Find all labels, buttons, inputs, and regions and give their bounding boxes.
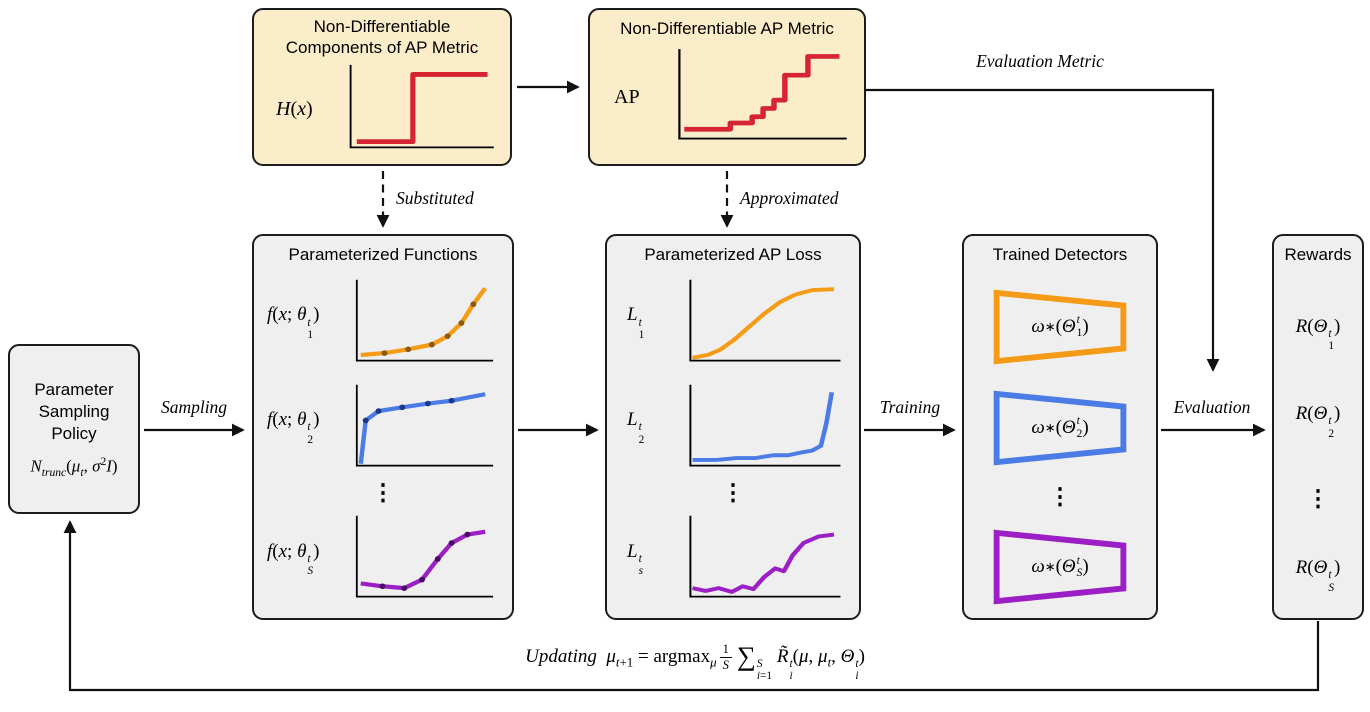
- reward-label-s: R(Θ t S): [1295, 557, 1341, 594]
- parameter-sampling-policy-box: Parameter Sampling Policy Ntrunc(μt, σ2I…: [8, 344, 140, 514]
- loss-plot-1: [689, 279, 841, 362]
- loss-plot-2: [689, 384, 841, 466]
- vertical-ellipsis: ⋮: [371, 480, 395, 506]
- box-title: Rewards: [1284, 245, 1352, 264]
- function-plot-2: [355, 384, 494, 466]
- parameterized-functions-box: Parameterized Functions f(x; θ t 1) f(x; θ…: [252, 234, 514, 620]
- vertical-ellipsis: ⋮: [1306, 485, 1330, 511]
- policy-title-line: Sampling: [38, 401, 110, 421]
- evaluation-metric-label: Evaluation Metric: [976, 51, 1104, 71]
- substituted-label: Substituted: [396, 188, 474, 208]
- box-title: Non-Differentiable AP Metric: [620, 19, 834, 38]
- h-of-x-label: H(x): [276, 97, 313, 120]
- box-title: Parameterized Functions: [288, 245, 478, 264]
- function-plot-row: f(x; θ t 1): [267, 276, 499, 370]
- non-differentiable-ap-metric-box: Non-Differentiable AP Metric AP: [588, 8, 866, 166]
- function-label-2: f(x; θ t 2): [267, 409, 320, 446]
- box-title: Components of AP Metric: [285, 38, 479, 57]
- non-differentiable-components-box: Non-Differentiable Components of AP Metr…: [252, 8, 512, 166]
- box-title: Non-Differentiable: [313, 17, 451, 36]
- sampling-label: Sampling: [160, 397, 228, 417]
- trapezoid-shape: [993, 529, 1127, 605]
- approximated-label: Approximated: [740, 188, 839, 208]
- box-title: Parameterized AP Loss: [644, 245, 822, 264]
- vertical-ellipsis: ⋮: [1048, 484, 1072, 510]
- reward-label-1: R(Θ t 1): [1295, 315, 1341, 353]
- policy-distribution-formula: Ntrunc(μt, σ2I): [30, 454, 118, 480]
- reward-label-2: R(Θ t 2): [1295, 403, 1341, 440]
- function-label-s: f(x; θ t S): [267, 540, 320, 578]
- trapezoid-shape: [993, 390, 1127, 465]
- ap-label: AP: [614, 85, 640, 108]
- step-function-plot: [349, 64, 494, 149]
- evaluation-label: Evaluation: [1173, 397, 1251, 417]
- ap-staircase-plot: [678, 49, 847, 140]
- policy-title-line: Policy: [51, 423, 97, 443]
- function-plot-s: [355, 515, 494, 598]
- rewards-box: Rewards R(Θ t 1) R(Θ t 2) ⋮ R(Θ t S): [1272, 234, 1364, 620]
- trapezoid-shape: [993, 289, 1127, 365]
- function-plot-row: f(x; θ t 2): [267, 381, 499, 475]
- function-plot-1: [355, 279, 494, 362]
- training-label: Training: [879, 397, 941, 417]
- function-plot-row: f(x; θ t S): [267, 512, 499, 606]
- box-title: Trained Detectors: [992, 245, 1128, 264]
- policy-title-line: Parameter: [34, 379, 114, 399]
- vertical-ellipsis: ⋮: [721, 480, 745, 506]
- function-label-1: f(x; θ t 1): [267, 304, 320, 341]
- loss-plot-s: [689, 515, 841, 598]
